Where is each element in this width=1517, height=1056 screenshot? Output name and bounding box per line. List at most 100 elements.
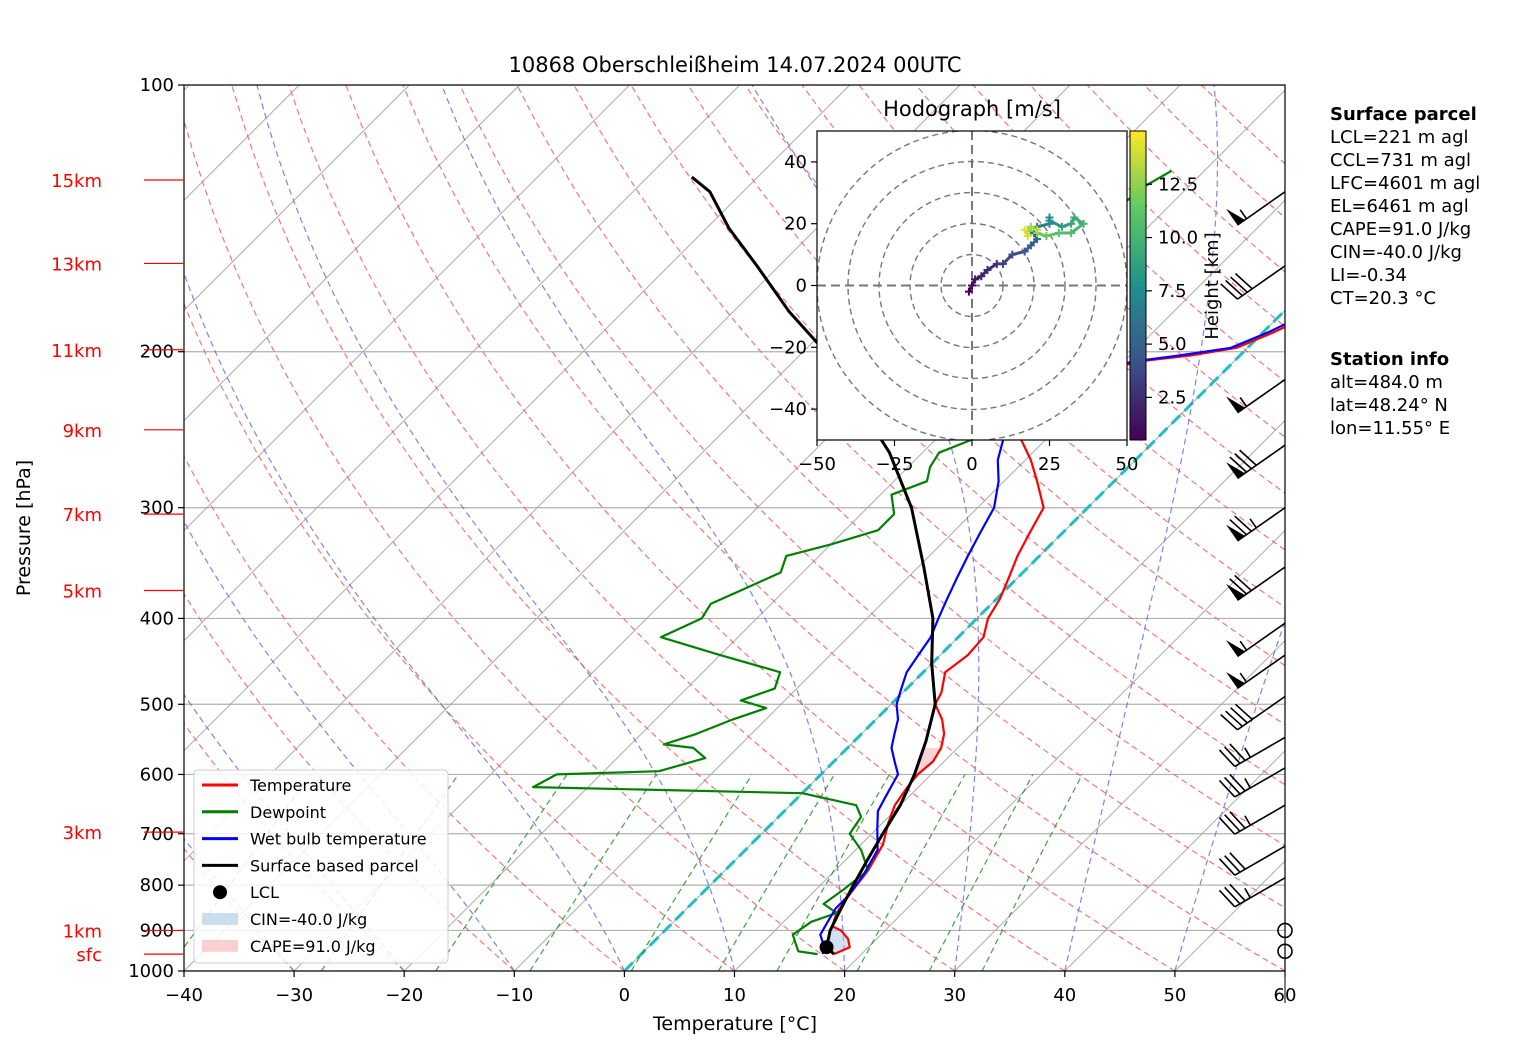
barb-full [1229, 518, 1248, 536]
legend-label: CAPE=91.0 J/kg [250, 937, 376, 956]
dry-adiabat [516, 85, 1285, 847]
wind-barb [1218, 804, 1286, 835]
surface-parcel-line: LCL=221 m agl [1330, 127, 1469, 148]
barb-full [1218, 749, 1236, 767]
barb-flag [1226, 396, 1245, 413]
barb-shaft [1237, 191, 1286, 226]
barb-shaft [1237, 507, 1286, 542]
dry-adiabat [345, 85, 1176, 971]
y-tick-label: 1000 [128, 961, 174, 982]
x-axis-label: Temperature [°C] [652, 1013, 817, 1035]
surface-parcel-line: LFC=4601 m agl [1330, 173, 1481, 194]
chart-title: 10868 Oberschleißheim 14.07.2024 00UTC [509, 53, 962, 77]
barb-full [1229, 883, 1246, 902]
dry-adiabat [184, 302, 735, 971]
x-tick-label: 0 [619, 985, 630, 1006]
moist-adiabat [1064, 85, 1219, 971]
hodograph-point [1008, 250, 1017, 259]
barb-full [1234, 273, 1253, 290]
station-info-line: alt=484.0 m [1330, 372, 1443, 393]
hodograph-point [968, 281, 976, 290]
hodograph-segment [986, 262, 998, 272]
x-tick-label: −40 [165, 985, 203, 1006]
y-tick-label: 400 [140, 608, 174, 629]
barb-full [1218, 889, 1236, 908]
hodograph-segment [980, 268, 989, 278]
colorbar-tick-label: 2.5 [1158, 387, 1187, 408]
height-label: 9km [63, 421, 102, 442]
hodograph-point [1042, 232, 1051, 241]
y-tick-label: 800 [140, 875, 174, 896]
mixing-ratio-line [435, 774, 568, 971]
wind-barbs [1218, 85, 1293, 1003]
colorbar-tick-label: 10.0 [1158, 228, 1198, 249]
isotherm-line [954, 639, 1285, 971]
barb-full [1224, 746, 1241, 764]
y-tick-label: 100 [140, 75, 174, 96]
colorbar-label: Height [km] [1202, 232, 1223, 339]
hodograph-point [1026, 222, 1035, 231]
barb-shaft [1237, 566, 1286, 601]
barb-full [1218, 817, 1236, 835]
calm-circle [1277, 943, 1293, 960]
dry-adiabat [184, 455, 625, 971]
legend-label: CIN=-40.0 J/kg [250, 910, 367, 929]
x-tick-label: 20 [833, 985, 856, 1006]
x-tick-label: 40 [1053, 985, 1076, 1006]
barb-half [1244, 887, 1252, 899]
colorbar-tick-label: 7.5 [1158, 281, 1187, 302]
parcel-line [690, 175, 937, 956]
hodograph-point [1054, 228, 1063, 237]
x-tick-label: 10 [723, 985, 746, 1006]
lcl-marker [819, 940, 834, 955]
wind-barb [1218, 845, 1286, 876]
barb-half [1244, 747, 1252, 758]
isotherm-line [844, 529, 1285, 971]
x-tick-label: −20 [385, 985, 423, 1006]
moist-adiabat [256, 85, 736, 971]
station-info-line: lat=48.24° N [1330, 395, 1448, 416]
y-tick-label: 600 [140, 764, 174, 785]
hodograph-x-tick-label: −50 [798, 454, 836, 475]
hodograph-point [999, 259, 1007, 268]
wind-barb [1218, 877, 1286, 908]
x-tick-label: −30 [275, 985, 313, 1006]
height-label: 1km [63, 921, 102, 942]
barb-full [1234, 703, 1253, 721]
hodograph-segment [1073, 216, 1085, 225]
moist-adiabat [184, 520, 515, 971]
barb-flag [1226, 208, 1245, 226]
mixing-ratio-line [776, 774, 891, 971]
barb-shaft [1237, 444, 1286, 480]
mixing-ratio-line [856, 774, 966, 971]
isotherm-line [184, 85, 851, 752]
hodograph-point [1023, 232, 1032, 241]
barb-shaft [1237, 378, 1286, 414]
mixing-ratio-line [928, 774, 1034, 971]
barb-half [1239, 672, 1248, 683]
hodograph-segment [1023, 244, 1032, 253]
height-label: 3km [63, 823, 102, 844]
hodograph-point [964, 287, 973, 296]
hodograph: −50 −25 0 25 50 40 20 0 −20 −40 Hodograph [m/s] 2… [769, 97, 1223, 475]
wetbulb-line [819, 322, 1285, 955]
barb-full [1225, 279, 1243, 297]
station-info-line: lon=11.55° E [1330, 418, 1451, 439]
legend-label: LCL [250, 883, 279, 902]
barb-full [1224, 776, 1241, 795]
hodograph-segment [1048, 219, 1063, 229]
barb-full [1229, 811, 1246, 829]
barb-full [1229, 456, 1248, 473]
height-label: 5km [63, 582, 102, 603]
wind-barb [1277, 922, 1293, 939]
moist-adiabat [184, 271, 625, 971]
hodograph-point [1067, 228, 1076, 237]
barb-full [1224, 886, 1241, 905]
y-tick-label: 300 [140, 498, 174, 519]
moist-adiabat [1174, 619, 1285, 971]
dry-adiabat [288, 85, 1066, 971]
isotherm-line [184, 85, 630, 532]
zero-isotherm [623, 308, 1285, 971]
hodograph-y-tick-label: 20 [784, 214, 807, 235]
